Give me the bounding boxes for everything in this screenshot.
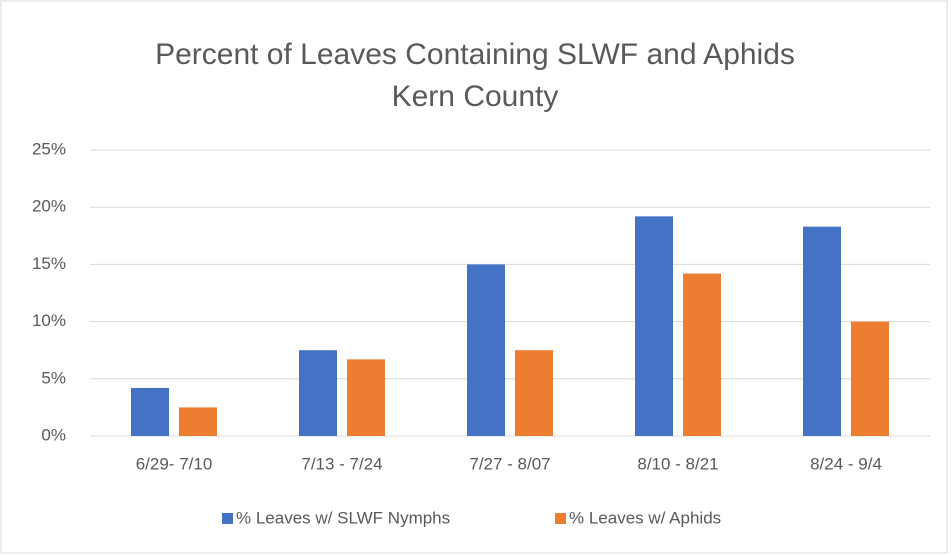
chart-subtitle: Kern County	[392, 80, 559, 113]
x-tick-label: 7/27 - 8/07	[469, 454, 550, 473]
y-tick-label: 10%	[32, 311, 66, 330]
bar	[131, 387, 169, 436]
bar	[179, 407, 217, 436]
legend-swatch	[555, 513, 566, 524]
y-tick-label: 5%	[41, 368, 66, 387]
y-tick-label: 20%	[32, 197, 66, 216]
legend-swatch	[222, 513, 233, 524]
bar	[683, 273, 721, 436]
x-tick-label: 8/10 - 8/21	[637, 454, 718, 473]
chart-title: Percent of Leaves Containing SLWF and Ap…	[155, 38, 795, 71]
bar	[299, 350, 337, 436]
bar	[467, 264, 505, 436]
x-tick-label: 8/24 - 9/4	[810, 454, 882, 473]
x-tick-label: 6/29- 7/10	[136, 454, 213, 473]
bar	[347, 359, 385, 436]
legend-label: % Leaves w/ SLWF Nymphs	[236, 508, 450, 527]
y-tick-label: 0%	[41, 425, 66, 444]
bar	[803, 226, 841, 436]
x-tick-label: 7/13 - 7/24	[301, 454, 382, 473]
bar	[851, 321, 889, 436]
legend-label: % Leaves w/ Aphids	[569, 508, 721, 527]
y-tick-label: 15%	[32, 254, 66, 273]
bar	[635, 216, 673, 436]
bar	[515, 350, 553, 436]
y-tick-label: 25%	[32, 139, 66, 158]
